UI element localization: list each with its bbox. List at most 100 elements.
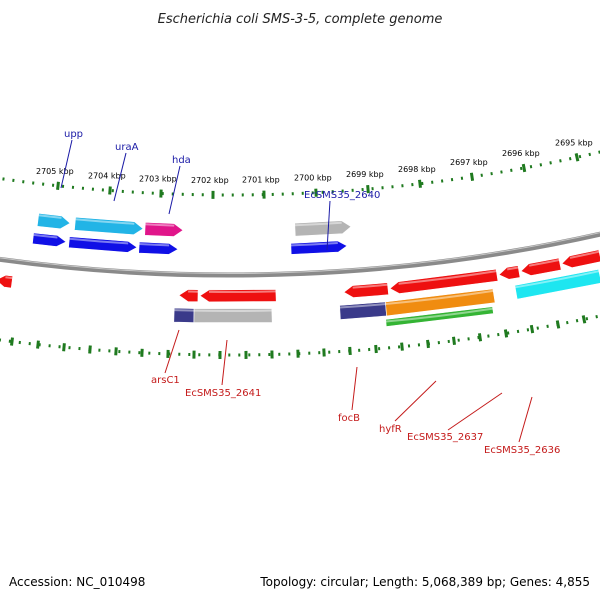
major-tick-outer — [108, 186, 112, 195]
major-tick-inner — [452, 336, 456, 345]
reverse-track-2-feature-1 — [193, 308, 273, 323]
reverse-track-1-feature-7 — [561, 249, 600, 269]
gene-label-reverse: hyfR — [379, 424, 402, 435]
gene-label-forward: hda — [172, 155, 191, 166]
scale-label: 2696 kbp — [502, 149, 540, 158]
scale-label: 2701 kbp — [242, 176, 280, 185]
major-tick-inner — [10, 337, 14, 346]
reverse-track-1-feature-5 — [498, 265, 521, 280]
major-tick-inner — [581, 315, 587, 324]
feature-sheen — [294, 221, 342, 227]
gene-leader-line — [168, 165, 181, 215]
forward-track-2-feature-3 — [290, 240, 348, 255]
scale-label: 2695 kbp — [555, 139, 593, 148]
feature-sheen — [352, 283, 388, 289]
reverse-track-2-feature-3 — [385, 288, 496, 317]
major-tick-inner — [114, 347, 118, 356]
scale-label: 2698 kbp — [398, 165, 436, 174]
forward-track-1-feature-3 — [294, 220, 352, 237]
major-tick-outer — [56, 181, 60, 190]
forward-track-2-feature-1 — [68, 236, 138, 253]
feature-sheen — [385, 289, 494, 305]
feature-sheen — [208, 290, 276, 294]
reverse-track-1-feature-3 — [343, 282, 389, 298]
forward-track-1-feature-1 — [74, 216, 144, 236]
leader-line-layer — [60, 139, 533, 443]
reverse-track-3-feature-0 — [385, 306, 494, 327]
reverse-track-2-feature-4 — [514, 268, 600, 300]
feature-sheen — [398, 270, 497, 285]
major-tick-inner — [503, 329, 509, 338]
genome-backbone — [0, 231, 600, 278]
scale-label: 2700 kbp — [294, 174, 332, 183]
major-tick-inner — [88, 345, 92, 354]
gene-label-reverse: EcSMS35_2637 — [407, 432, 483, 443]
reverse-track-1-feature-6 — [520, 257, 562, 276]
gene-leader-line — [60, 139, 73, 189]
feature-sheen — [33, 233, 58, 239]
accession-text: Accession: NC_010498 — [9, 575, 145, 589]
gene-label-reverse: EcSMS35_2636 — [484, 445, 560, 456]
major-tick-inner — [555, 320, 561, 329]
major-tick-inner — [36, 340, 40, 349]
major-tick-inner — [348, 346, 352, 356]
gene-leader-line — [351, 366, 358, 411]
scale-label: 2697 kbp — [450, 158, 488, 167]
gene-label-reverse: arsC1 — [151, 375, 180, 386]
reverse-track-1-feature-0 — [0, 274, 14, 289]
gene-leader-line — [113, 152, 127, 202]
major-tick-outer — [366, 184, 370, 194]
backbone-layer — [0, 231, 600, 278]
scale-label: 2704 kbp — [88, 172, 126, 181]
major-tick-inner — [529, 324, 535, 334]
major-tick-inner — [426, 339, 430, 349]
forward-track-1-feature-2 — [144, 221, 184, 237]
scale-label: 2699 kbp — [346, 170, 384, 179]
feature-sheen — [174, 309, 195, 312]
gene-leader-line — [221, 339, 228, 386]
gene-label-forward: EcSMS35_2640 — [304, 190, 380, 201]
forward-track-1-feature-0 — [36, 212, 71, 230]
feature-sheen — [569, 250, 600, 259]
feature-sheen — [529, 259, 560, 267]
major-tick-inner — [62, 343, 66, 352]
scale-tick-layer — [0, 150, 600, 359]
major-tick-inner — [374, 344, 378, 354]
gene-label-layer: upp uraA hda EcSMS35_2640 arsC1 EcSMS35_2641f… — [64, 129, 560, 456]
reverse-track-1-feature-1 — [178, 289, 199, 303]
gene-label-forward: upp — [64, 129, 83, 140]
feature-sheen — [5, 276, 13, 280]
scale-label: 2702 kbp — [191, 176, 229, 185]
major-tick-outer — [574, 153, 580, 162]
reverse-track-1-feature-4 — [389, 268, 499, 294]
topology-summary-text: Topology: circular; Length: 5,068,389 bp… — [259, 575, 590, 589]
feature-sheen — [38, 214, 62, 219]
gene-leader-line — [326, 200, 331, 251]
gene-label-reverse: focB — [338, 413, 360, 424]
feature-layer — [0, 212, 600, 327]
feature-sheen — [515, 270, 600, 289]
major-tick-outer — [469, 172, 475, 181]
feature-sheen — [385, 307, 493, 323]
gene-leader-line — [394, 380, 437, 422]
feature-sheen — [507, 266, 519, 271]
map-title: Escherichia coli SMS-3-5, complete genom… — [158, 12, 443, 27]
gene-label-reverse: EcSMS35_2641 — [185, 388, 261, 399]
major-tick-outer — [418, 179, 422, 188]
scale-label: 2703 kbp — [139, 175, 177, 184]
major-tick-inner — [400, 342, 404, 351]
forward-track-2-feature-2 — [138, 241, 179, 255]
gene-leader-line — [518, 396, 533, 443]
scale-label: 2705 kbp — [36, 167, 74, 176]
feature-sheen — [69, 237, 129, 245]
gene-leader-line — [447, 392, 503, 431]
scale-ring-inner — [0, 314, 600, 357]
feature-sheen — [75, 218, 135, 225]
gene-label-forward: uraA — [115, 142, 139, 153]
major-tick-inner — [477, 333, 483, 342]
scale-ring-outer — [0, 150, 600, 197]
scale-label-layer: 2705 kbp 2704 kbp 2703 kbp 2702 kbp 2701 kbp… — [36, 139, 593, 185]
feature-sheen — [145, 223, 175, 227]
genome-backbone-highlight — [0, 232, 600, 274]
